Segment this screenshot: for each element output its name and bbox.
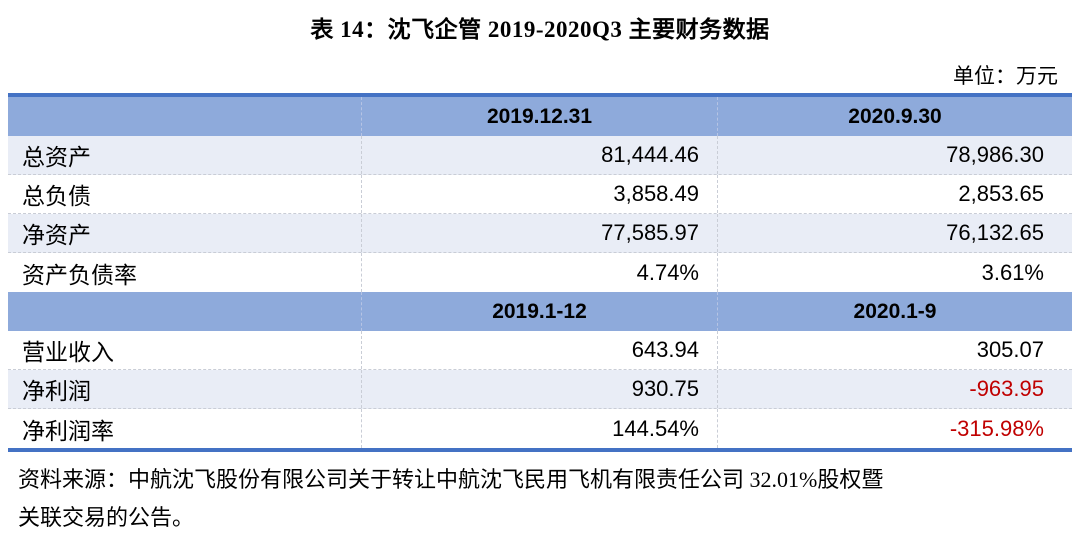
source-note-line1: 资料来源：中航沈飞股份有限公司关于转让中航沈飞民用飞机有限责任公司 32.01%… [18, 467, 884, 492]
value-2019: 144.54% [362, 409, 718, 448]
source-note: 资料来源：中航沈飞股份有限公司关于转让中航沈飞民用飞机有限责任公司 32.01%… [8, 461, 1072, 537]
value-2020: 76,132.65 [946, 220, 1044, 245]
row-label: 资产负债率 [8, 253, 362, 292]
row-label: 总资产 [8, 136, 362, 174]
header-cell-period-2020-1-9: 2020.1-9 [853, 299, 937, 323]
source-note-line2: 关联交易的公告。 [18, 505, 195, 530]
financial-table: 2019.12.31 2020.9.30 总资产 81,444.46 78,98… [8, 93, 1072, 452]
header-cell-empty [8, 292, 362, 331]
row-label: 营业收入 [8, 331, 362, 369]
table-row-operating-revenue: 营业收入 643.94 305.07 [8, 331, 1072, 370]
value-2020: 305.07 [976, 337, 1044, 362]
value-2020: 3.61% [981, 259, 1044, 285]
header-row-income-statement: 2019.1-12 2020.1-9 [8, 292, 1072, 331]
value-2019: 930.75 [362, 370, 718, 408]
table-row-net-profit-margin: 净利润率 144.54% -315.98% [8, 409, 1072, 448]
unit-label: 单位：万元 [953, 64, 1058, 88]
table-row-total-assets: 总资产 81,444.46 78,986.30 [8, 136, 1072, 175]
value-2020: 78,986.30 [946, 142, 1044, 167]
header-cell-empty [8, 97, 362, 136]
header-cell-date-2019-12-31: 2019.12.31 [362, 97, 718, 136]
table-row-total-liabilities: 总负债 3,858.49 2,853.65 [8, 175, 1072, 214]
header-cell-period-2019-1-12: 2019.1-12 [362, 292, 718, 331]
value-2019: 81,444.46 [362, 136, 718, 174]
row-label: 总负债 [8, 175, 362, 213]
table-row-net-profit: 净利润 930.75 -963.95 [8, 370, 1072, 409]
row-label: 净利润 [8, 370, 362, 408]
report-page: 表 14：沈飞企管 2019-2020Q3 主要财务数据 单位：万元 2019.… [8, 17, 1072, 530]
value-2020-negative: -963.95 [969, 376, 1044, 401]
value-2019: 3,858.49 [362, 175, 718, 213]
value-2019: 4.74% [362, 253, 718, 292]
table-title: 表 14：沈飞企管 2019-2020Q3 主要财务数据 [310, 17, 770, 42]
row-label: 净资产 [8, 214, 362, 252]
row-label: 净利润率 [8, 409, 362, 448]
table-row-debt-ratio: 资产负债率 4.74% 3.61% [8, 253, 1072, 292]
value-2020-negative: -315.98% [949, 415, 1044, 441]
header-cell-date-2020-9-30: 2020.9.30 [848, 104, 942, 128]
header-row-balance-sheet: 2019.12.31 2020.9.30 [8, 97, 1072, 136]
value-2019: 643.94 [362, 331, 718, 369]
value-2019: 77,585.97 [362, 214, 718, 252]
table-row-net-assets: 净资产 77,585.97 76,132.65 [8, 214, 1072, 253]
value-2020: 2,853.65 [958, 181, 1044, 206]
